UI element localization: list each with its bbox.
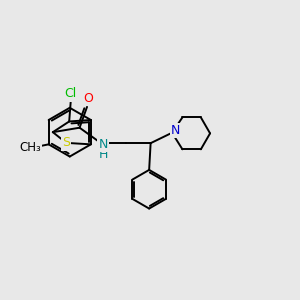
Text: CH₃: CH₃ bbox=[19, 141, 41, 154]
Text: Cl: Cl bbox=[64, 87, 77, 100]
Text: H: H bbox=[99, 148, 108, 161]
Text: N: N bbox=[99, 138, 108, 151]
Text: S: S bbox=[62, 136, 70, 149]
Text: O: O bbox=[83, 92, 93, 105]
Text: N: N bbox=[171, 124, 180, 137]
